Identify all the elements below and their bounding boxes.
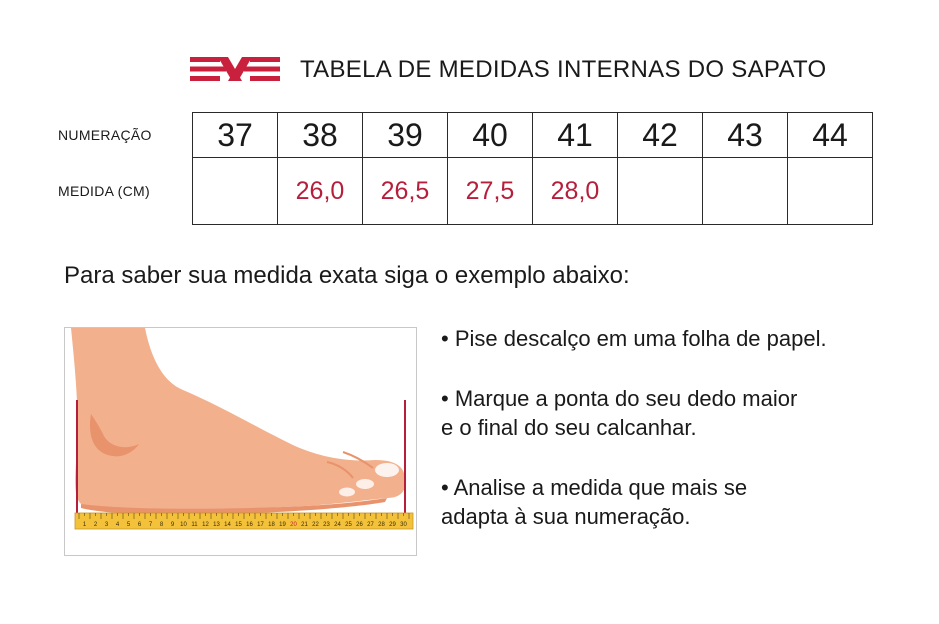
size-cell: 43 — [702, 112, 788, 158]
size-cell: 41 — [532, 112, 618, 158]
size-cell: 38 — [277, 112, 363, 158]
ruler-number: 30 — [400, 522, 407, 528]
measure-cell — [192, 157, 278, 225]
ruler-number: 2 — [94, 522, 98, 528]
measure-cell: 27,5 — [447, 157, 533, 225]
brand-logo — [190, 57, 280, 81]
ruler-number: 5 — [127, 522, 131, 528]
size-cell: 37 — [192, 112, 278, 158]
instructions-title: Para saber sua medida exata siga o exemp… — [64, 262, 630, 289]
foot-icon: 1 2 3 4 5 6 7 8 9 10 11 12 13 14 15 16 17 18 19 20 21 22 23 24 2… — [71, 328, 414, 530]
ruler-number: 22 — [312, 522, 319, 528]
measure-cell: 26,5 — [362, 157, 448, 225]
ruler-number: 3 — [105, 522, 109, 528]
ruler-number: 23 — [323, 522, 330, 528]
ruler-number: 15 — [235, 522, 242, 528]
foot-measurement-illustration: 1 2 3 4 5 6 7 8 9 10 11 12 13 14 15 16 17 18 19 20 21 22 23 24 2… — [64, 327, 417, 556]
measure-cell — [702, 157, 788, 225]
step-2: • Marque a ponta do seu dedo maior e o f… — [441, 386, 798, 440]
ruler-number: 27 — [367, 522, 374, 528]
instruction-steps: • Pise descalço em uma folha de papel. •… — [441, 324, 827, 562]
ruler-number: 26 — [356, 522, 363, 528]
ruler-number: 16 — [246, 522, 253, 528]
ruler-number: 11 — [191, 522, 198, 528]
measure-cell: 26,0 — [277, 157, 363, 225]
size-cell: 39 — [362, 112, 448, 158]
row-label-numeracao: NUMERAÇÃO — [58, 127, 152, 143]
ruler-number: 9 — [171, 522, 175, 528]
ruler-number: 8 — [160, 522, 164, 528]
ruler-number: 12 — [202, 522, 209, 528]
measure-cell: 28,0 — [532, 157, 618, 225]
size-row: 37 38 39 40 41 42 43 44 — [192, 112, 873, 158]
ruler-number: 20 — [290, 522, 297, 528]
ruler-number: 4 — [116, 522, 120, 528]
ruler-number: 13 — [213, 522, 220, 528]
ruler-number: 19 — [279, 522, 286, 528]
measure-row: 26,0 26,5 27,5 28,0 — [192, 157, 873, 225]
ruler-number: 21 — [301, 522, 308, 528]
size-cell: 44 — [787, 112, 873, 158]
ruler-number: 17 — [257, 522, 264, 528]
ruler-number: 6 — [138, 522, 142, 528]
ruler-number: 18 — [268, 522, 275, 528]
ruler-number: 29 — [389, 522, 396, 528]
ruler-number: 10 — [180, 522, 187, 528]
row-label-medida: MEDIDA (CM) — [58, 183, 150, 199]
ruler-number: 28 — [378, 522, 385, 528]
measure-cell — [787, 157, 873, 225]
step-1: • Pise descalço em uma folha de papel. — [441, 326, 827, 351]
size-table: 37 38 39 40 41 42 43 44 26,0 26,5 27,5 2… — [192, 112, 873, 225]
measure-cell — [617, 157, 703, 225]
step-3: • Analise a medida que mais se adapta à … — [441, 475, 748, 529]
size-cell: 40 — [447, 112, 533, 158]
ruler-number: 25 — [345, 522, 352, 528]
page-title: TABELA DE MEDIDAS INTERNAS DO SAPATO — [300, 56, 827, 83]
size-cell: 42 — [617, 112, 703, 158]
ruler-number: 14 — [224, 522, 231, 528]
ruler-number: 24 — [334, 522, 341, 528]
ruler-number: 7 — [149, 522, 153, 528]
ruler-number: 1 — [83, 522, 87, 528]
